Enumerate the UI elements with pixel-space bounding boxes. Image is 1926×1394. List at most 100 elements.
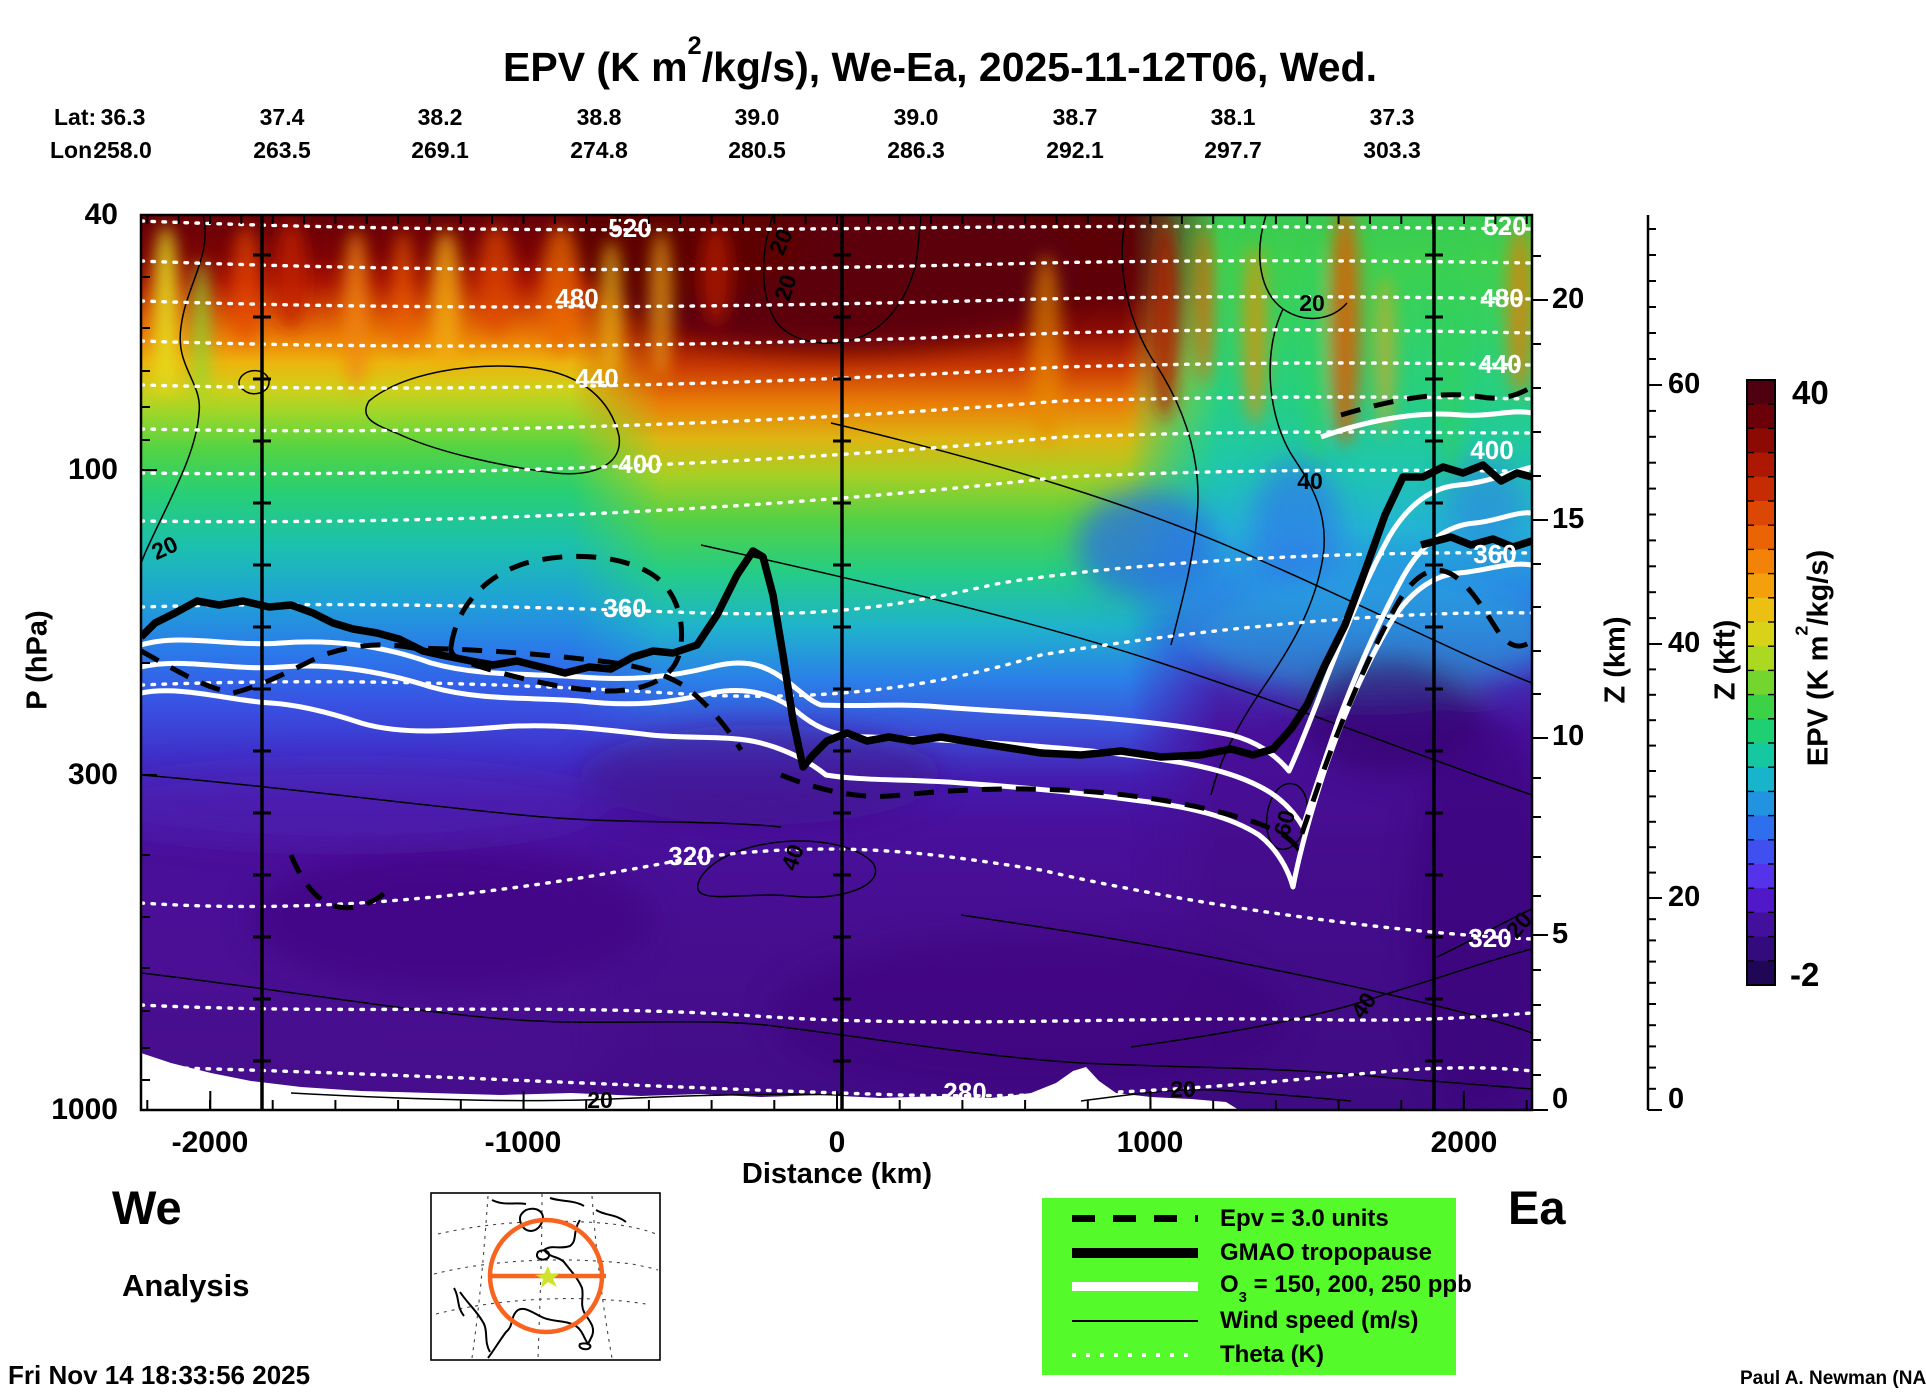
lat-value: 38.2	[417, 104, 463, 130]
distance-tick: 0	[828, 1126, 846, 1159]
bottom-axis-ticks	[146, 1091, 1528, 1110]
timestamp: Fri Nov 14 18:33:56 2025	[8, 1360, 311, 1390]
legend-item-epv3: Epv = 3.0 units	[1072, 1204, 1456, 1234]
lon-value: 297.7	[1204, 137, 1262, 163]
svg-text:20: 20	[587, 1087, 613, 1113]
legend-item-tropopause: GMAO tropopause	[1072, 1238, 1456, 1268]
legend-box: Epv = 3.0 units GMAO tropopause O3 = 150…	[1042, 1198, 1472, 1375]
pressure-axis-title: P (hPa)	[21, 610, 54, 710]
reference-line-ticks	[253, 253, 1443, 1063]
svg-text:480: 480	[1480, 283, 1523, 313]
epv3-contour	[141, 384, 1532, 911]
legend-item-theta: Theta (K)	[1072, 1340, 1456, 1370]
svg-text:400: 400	[618, 449, 661, 479]
svg-text:400: 400	[1470, 435, 1513, 465]
lon-value: 292.1	[1046, 137, 1104, 163]
lat-value: 38.1	[1210, 104, 1256, 130]
lon-value: 258.0	[94, 137, 152, 163]
dotted-line-sample-icon	[1072, 1347, 1198, 1363]
lon-value: 263.5	[253, 137, 311, 163]
z-km-tick: 20	[1552, 283, 1585, 315]
svg-text:40: 40	[1297, 468, 1323, 494]
map-coastline	[453, 1197, 627, 1359]
svg-text:480: 480	[555, 283, 598, 313]
lon-value: 274.8	[570, 137, 628, 163]
distance-tick: 1000	[1116, 1126, 1184, 1159]
svg-text:20: 20	[1299, 290, 1325, 316]
z-km-tick: 0	[1552, 1083, 1569, 1115]
page-title: EPV (K m2/kg/s), We-Ea, 2025-11-12T06, W…	[503, 31, 1377, 90]
theta-contours	[141, 219, 1532, 1098]
svg-text:320: 320	[668, 841, 711, 871]
distance-tick: -1000	[484, 1126, 562, 1159]
lon-row-label: Lon:	[50, 137, 100, 163]
analysis-label: Analysis	[122, 1268, 250, 1303]
epv-streaks	[153, 215, 1532, 485]
z-kft-axis-title: Z (kft)	[1709, 619, 1742, 701]
z-kft-tick: 40	[1668, 627, 1701, 659]
thick-line-sample-icon	[1072, 1245, 1198, 1261]
lat-value: 39.0	[893, 104, 939, 130]
lat-value: 36.3	[100, 104, 146, 130]
z-km-tick: 10	[1552, 720, 1585, 752]
legend-item-wind: Wind speed (m/s)	[1072, 1306, 1456, 1336]
svg-text:20: 20	[1170, 1076, 1196, 1102]
svg-text:360: 360	[603, 593, 646, 623]
credit: Paul A. Newman (NASA	[1740, 1368, 1926, 1389]
pressure-tick: 100	[67, 453, 118, 486]
distance-tick: 2000	[1430, 1126, 1498, 1159]
white-line-sample-icon	[1072, 1279, 1198, 1295]
svg-text:440: 440	[575, 363, 618, 393]
colorbar-steps	[1747, 380, 1775, 986]
distance-tick: -2000	[171, 1126, 249, 1159]
pressure-axis-ticks	[141, 276, 157, 1111]
svg-text:440: 440	[1478, 349, 1521, 379]
lat-value: 38.7	[1052, 104, 1098, 130]
svg-text:520: 520	[608, 213, 651, 243]
lat-row-label: Lat:	[54, 104, 97, 130]
z-km-tick: 5	[1552, 918, 1569, 950]
z-kft-tick: 60	[1668, 368, 1701, 400]
svg-text:320: 320	[1468, 923, 1511, 953]
terrain-cutout	[141, 1053, 1239, 1110]
lon-value: 303.3	[1363, 137, 1421, 163]
legend-item-ozone: O3 = 150, 200, 250 ppb	[1072, 1271, 1472, 1306]
colorbar-min: -2	[1790, 956, 1820, 993]
map-location-star	[535, 1266, 560, 1288]
lon-value: 269.1	[411, 137, 469, 163]
thin-line-sample-icon	[1072, 1313, 1198, 1329]
z-kft-tick: 0	[1668, 1083, 1685, 1115]
lon-value: 286.3	[887, 137, 945, 163]
lat-value: 37.4	[259, 104, 305, 130]
lat-value: 39.0	[734, 104, 780, 130]
reference-lines	[260, 215, 1436, 1110]
epv-colorbar	[1746, 379, 1776, 986]
lon-value: 280.5	[728, 137, 786, 163]
epv-cross-section-plot: 520 480 440 400 360 320 280 520 480 440 …	[139, 211, 1662, 1113]
dashed-line-sample-icon	[1072, 1211, 1198, 1227]
colorbar-max: 40	[1792, 374, 1829, 411]
lat-value: 37.3	[1369, 104, 1415, 130]
colorbar-ticks	[1747, 403, 1775, 962]
pressure-tick: 40	[84, 198, 118, 231]
tropopause-line	[141, 461, 1532, 771]
west-endpoint-label: We	[112, 1181, 182, 1234]
z-km-axis-ticks	[1532, 255, 1548, 1111]
z-km-tick: 15	[1552, 503, 1585, 535]
colorbar-frame	[1746, 379, 1776, 986]
lat-value: 38.8	[576, 104, 622, 130]
pressure-tick: 1000	[51, 1093, 118, 1126]
z-km-axis-title: Z (km)	[1599, 616, 1632, 704]
colorbar-title: EPV (K m2/kg/s)	[1791, 549, 1835, 767]
location-map-inset	[430, 1192, 661, 1361]
svg-text:360: 360	[1473, 539, 1516, 569]
z-kft-tick: 20	[1668, 881, 1701, 913]
east-endpoint-label: Ea	[1508, 1181, 1566, 1234]
wind-speed-contours	[141, 215, 1532, 1102]
svg-text:280: 280	[943, 1077, 986, 1107]
pressure-tick: 300	[67, 758, 118, 791]
top-axis-ticks	[146, 215, 1528, 224]
distance-axis-title: Distance (km)	[741, 1158, 933, 1190]
z-kft-axis-ticks	[1648, 228, 1662, 1111]
